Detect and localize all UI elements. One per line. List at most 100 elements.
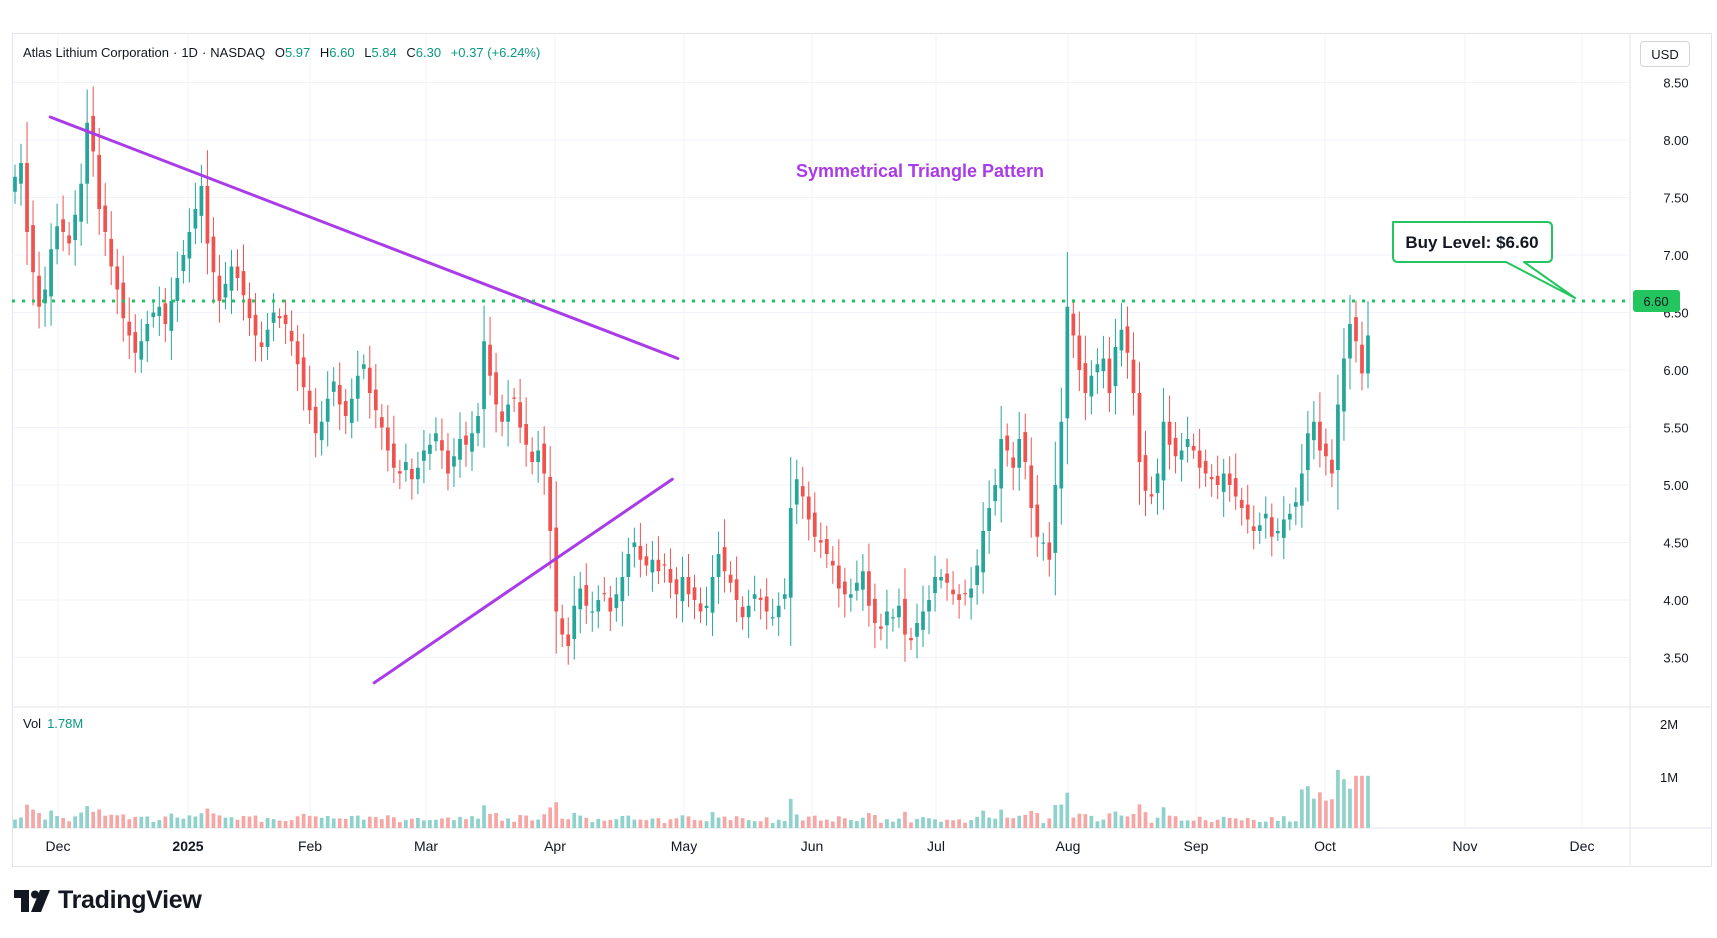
volume-bar [37,812,41,828]
candle-body [542,443,547,474]
candle-body [217,275,222,301]
buy-callout-text: Buy Level: $6.60 [1405,233,1538,252]
candle-body [879,626,883,629]
volume-bar [1017,815,1022,828]
tradingview-logo[interactable]: TradingView [14,886,202,915]
candle-body [428,444,432,454]
volume-bar [1059,804,1064,828]
volume-bar [602,820,607,828]
candle-body [157,306,162,316]
volume-bar [1215,819,1220,828]
volume-bar [121,814,126,828]
volume-bar [572,813,577,828]
candle-body [1233,478,1238,497]
volume-bar [1360,775,1364,828]
upper-trendline[interactable] [48,115,680,360]
candle-body [404,462,408,471]
volume-bar [301,813,306,828]
volume-bar [1173,816,1178,828]
volume-bar [524,815,528,828]
volume-bar [752,821,757,828]
drawings[interactable] [12,115,1630,685]
candle-body [109,238,114,267]
volume-bar [566,819,571,828]
candle-body [951,589,955,595]
volume-bar [1035,812,1040,828]
candle-body [710,577,715,613]
time-tick-label: Feb [298,838,322,854]
candle-body [1354,317,1358,342]
candle-body [1251,526,1256,531]
candle-body [1336,404,1340,471]
candle-body [1257,525,1262,531]
candle-body [295,341,300,365]
volume-bar [1263,821,1268,828]
candle-body [169,301,174,331]
candle-body [518,402,522,428]
currency-button[interactable]: USD [1640,41,1690,67]
interval[interactable]: 1D [181,45,198,60]
volume-bar [620,815,625,828]
high-value: 6.60 [329,45,355,60]
candle-body [470,433,474,452]
volume-bar [909,822,913,828]
volume-bar [716,817,721,828]
candles [13,86,1370,665]
candle-body [271,312,276,323]
volume-bar [343,818,348,828]
volume-bar [1348,788,1352,828]
volume-bar [1269,817,1274,828]
volume-bar [879,822,883,828]
annotations[interactable]: Symmetrical Triangle Pattern Buy Level: $… [796,161,1680,312]
volume-bar [283,821,288,828]
volume-bar [61,817,65,828]
volume-bar [91,811,96,828]
price-tick-label: 4.00 [1663,593,1688,608]
buy-price-tag-label: 6.60 [1643,294,1668,309]
volume-bar [614,819,619,828]
candle-body [855,582,859,591]
volume-bar [49,810,53,828]
volume-bar [596,818,601,828]
volume-bar [542,814,547,828]
volume-bar [235,819,240,828]
symbol-name[interactable]: Atlas Lithium Corporation [23,45,169,60]
volume-bar [506,818,510,828]
candle-body [746,605,751,618]
candle-body [1197,450,1202,468]
volume-bar [55,815,59,828]
candle-body [500,411,504,422]
candle-body [187,232,192,259]
time-tick-label: Nov [1453,838,1478,854]
candle-body [482,341,486,410]
volume-bar [79,812,84,828]
candle-body [97,154,102,209]
candle-body [1125,326,1130,353]
candle-body [55,226,59,250]
volume-bar [824,819,829,828]
volume-bar [957,819,961,828]
candle-body [1360,344,1364,374]
candle-body [1306,433,1310,471]
candle-body [67,235,71,244]
volume-bar [229,817,234,828]
candle-body [410,468,414,480]
volume-bar [410,818,414,828]
time-tick-label: Oct [1314,838,1336,854]
candle-body [897,605,901,618]
candle-body [758,597,763,600]
candle-body [1035,504,1040,537]
volume-bar [1203,820,1208,828]
volume-bar [963,822,967,828]
price-tick-label: 8.50 [1663,76,1688,91]
volume-tick-label: 1M [1660,770,1678,785]
volume-bar [644,820,649,828]
candle-body [223,283,228,298]
candle-body [175,278,180,301]
candle-body [572,605,577,640]
time-tick-label: May [671,838,697,854]
lower-trendline[interactable] [372,477,674,685]
candle-body [1324,443,1328,457]
candle-body [668,568,673,583]
